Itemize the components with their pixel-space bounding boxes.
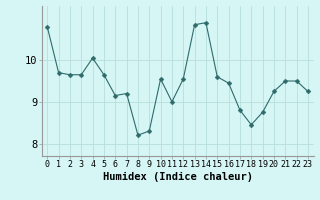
X-axis label: Humidex (Indice chaleur): Humidex (Indice chaleur) (103, 172, 252, 182)
